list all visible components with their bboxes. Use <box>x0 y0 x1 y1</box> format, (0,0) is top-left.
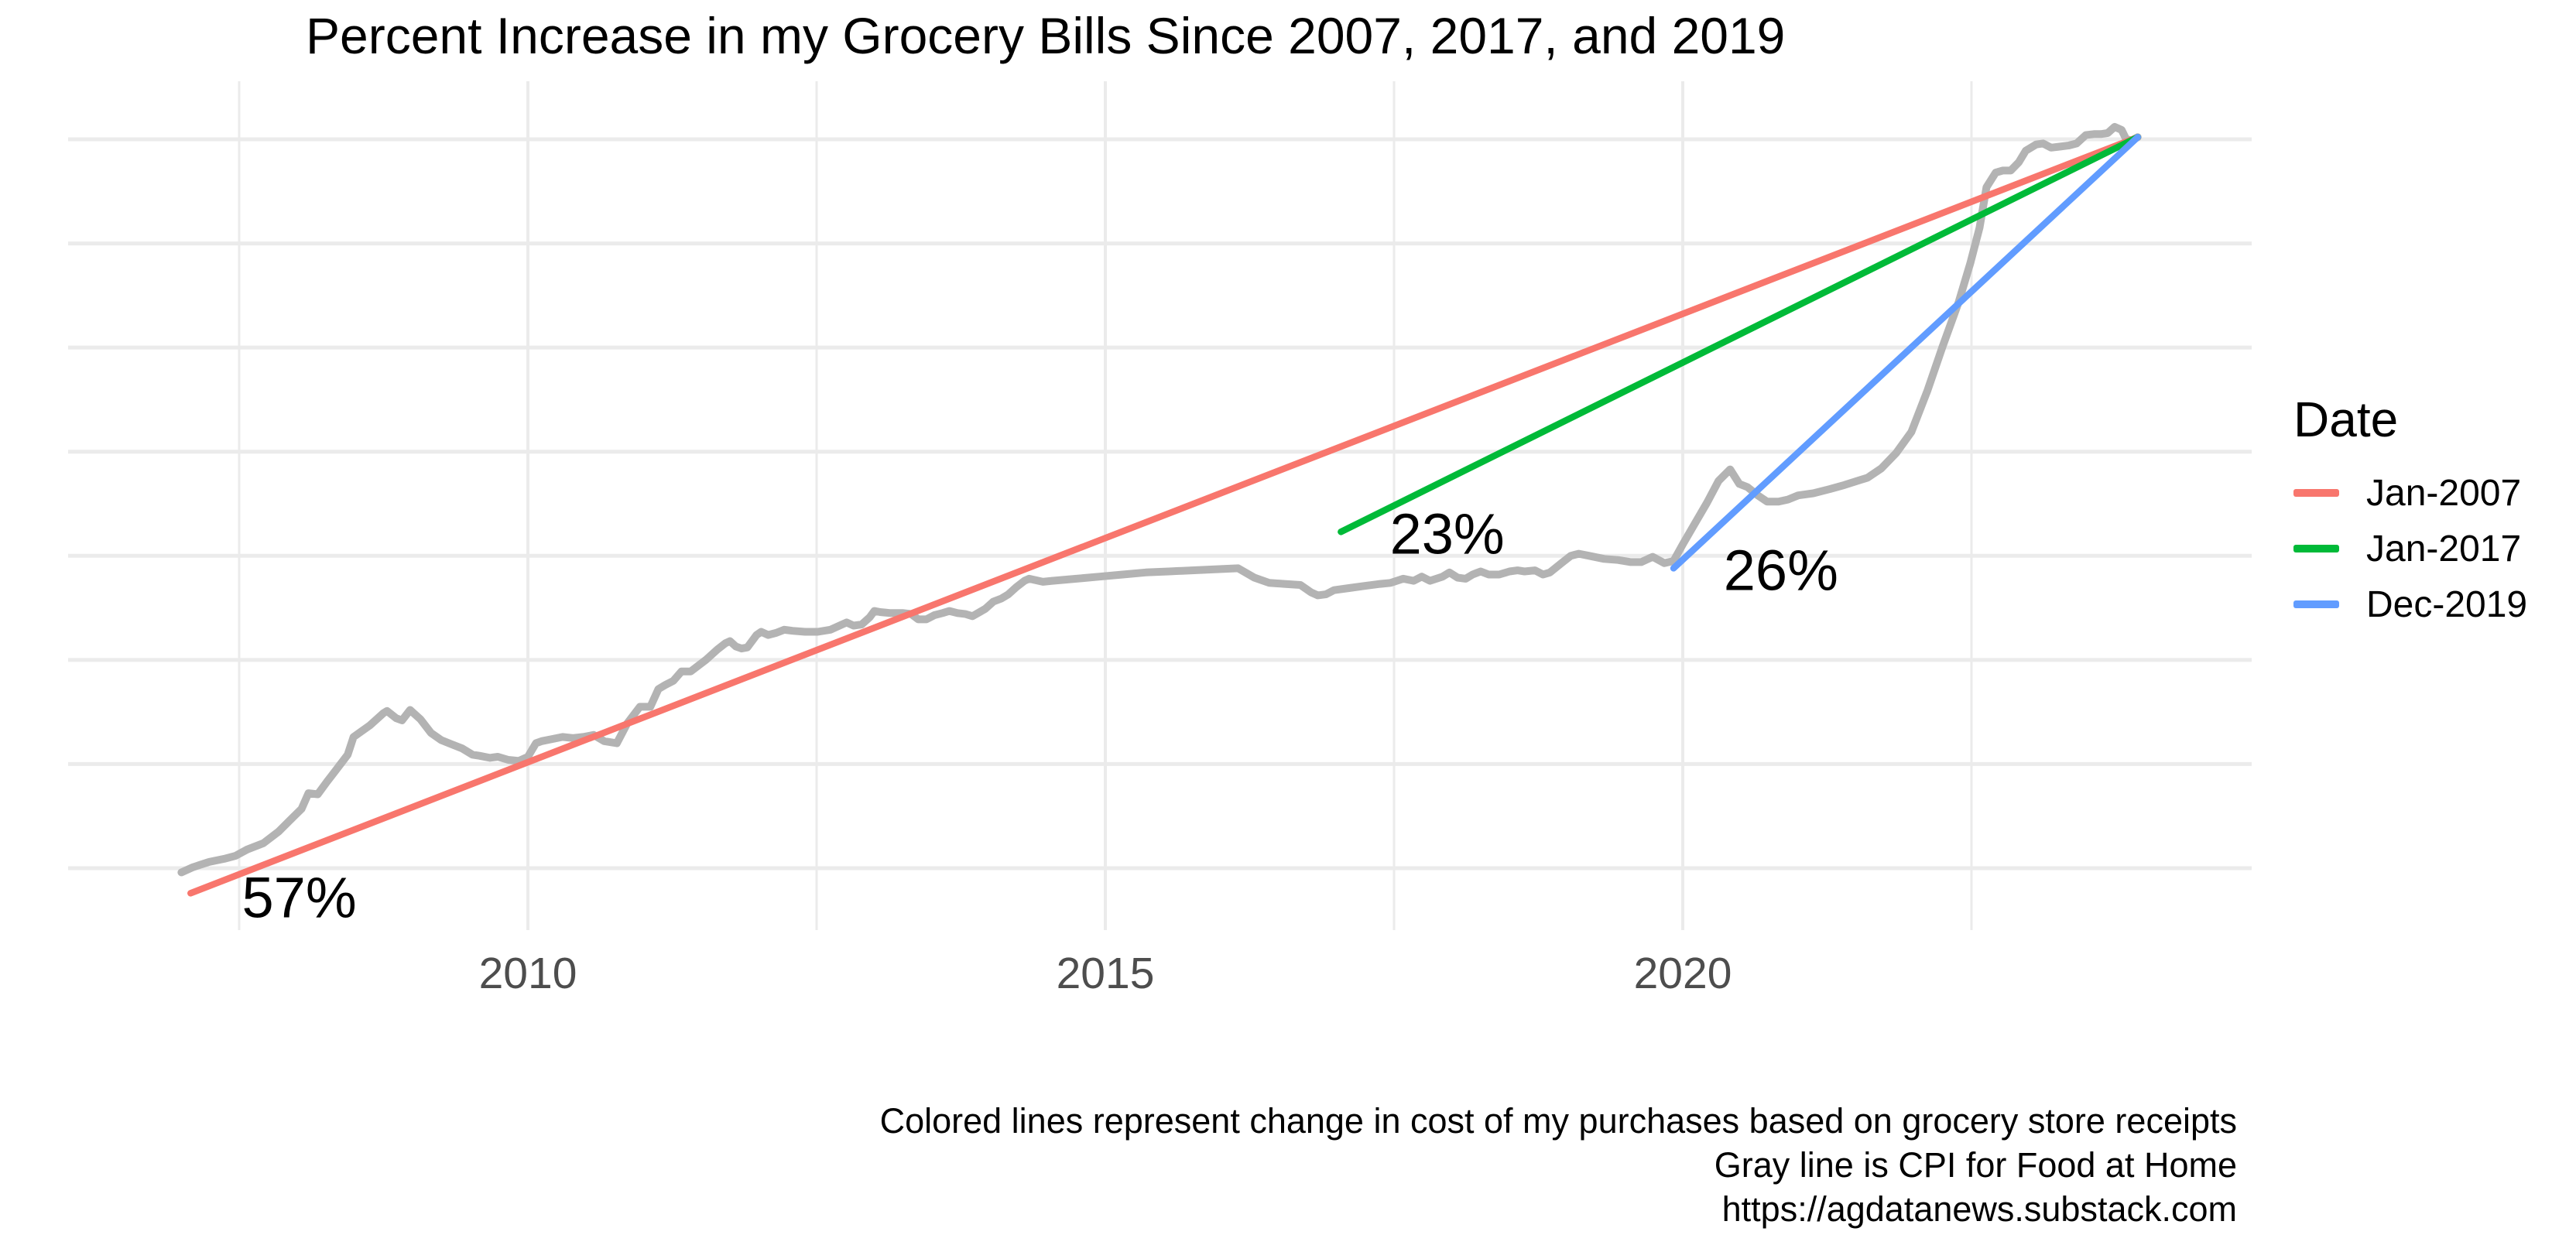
series-line-jan-2007 <box>187 134 2142 897</box>
legend: Date <box>2293 391 2398 448</box>
caption-line-1: Colored lines represent change in cost o… <box>879 1101 2237 1141</box>
caption-line-3: https://agdatanews.substack.com <box>1721 1189 2237 1229</box>
legend-key-icon <box>2293 489 2339 497</box>
caption-line-2: Gray line is CPI for Food at Home <box>1714 1145 2237 1185</box>
annotation-23%: 23% <box>1389 501 1505 566</box>
legend-key-icon <box>2293 545 2339 552</box>
legend-item-dec-2019: Dec-2019 <box>2293 576 2527 632</box>
legend-label: Jan-2017 <box>2366 528 2522 570</box>
annotation-26%: 26% <box>1723 538 1838 603</box>
x-tick-label-2020: 2020 <box>1633 949 1732 998</box>
cpi-line <box>177 122 2142 877</box>
x-tick-label-2010: 2010 <box>478 949 577 998</box>
legend-label: Dec-2019 <box>2366 583 2528 625</box>
legend-key-icon <box>2293 600 2339 608</box>
x-tick-label-2015: 2015 <box>1056 949 1155 998</box>
legend-item-jan-2017: Jan-2017 <box>2293 521 2521 576</box>
legend-item-jan-2007: Jan-2007 <box>2293 465 2521 521</box>
series-line-dec-2019 <box>1670 134 2142 572</box>
legend-label: Jan-2007 <box>2366 472 2522 514</box>
legend-title: Date <box>2293 392 2399 447</box>
annotation-57%: 57% <box>242 865 357 930</box>
chart-title: Percent Increase in my Grocery Bills Sin… <box>306 7 1786 64</box>
caption: Colored lines represent change in cost o… <box>880 1099 2237 1231</box>
series-line-jan-2017 <box>1338 134 2142 535</box>
